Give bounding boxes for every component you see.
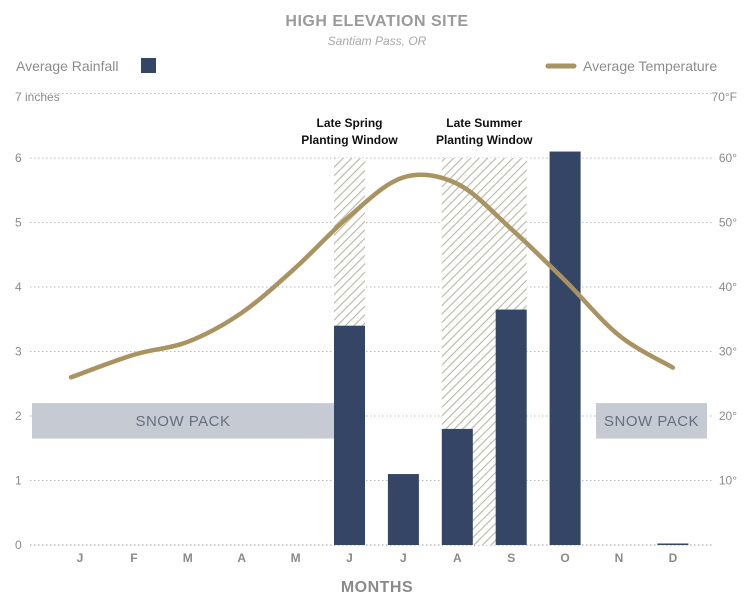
y-tick-label-left: 1 (15, 474, 22, 488)
temperature-line (68, 172, 676, 380)
y-axis-left-top-label: 7 inches (15, 90, 60, 104)
snow-pack-label: SNOW PACK (604, 413, 699, 430)
legend-rainfall-label: Average Rainfall (16, 58, 118, 74)
x-tick-label: M (291, 551, 301, 565)
x-tick-label: O (560, 551, 569, 565)
rainfall-bars (334, 151, 689, 546)
planting-window-label: Planting Window (301, 133, 398, 147)
chart-subtitle: Santiam Pass, OR (328, 34, 427, 48)
y-tick-label-right: 60° (719, 151, 737, 165)
x-tick-label: S (507, 551, 515, 565)
rainfall-bar (495, 309, 527, 545)
y-tick-label-right: 40° (719, 280, 737, 294)
y-tick-label-left: 6 (15, 151, 22, 165)
y-tick-label-left: 0 (15, 538, 22, 552)
y-axis-left: 0 1 2 3 4 5 6 (15, 151, 22, 552)
y-tick-label-left: 4 (15, 280, 22, 294)
x-axis-title: MONTHS (341, 579, 413, 596)
legend-temperature-label: Average Temperature (583, 58, 717, 74)
planting-window-label: Planting Window (436, 133, 533, 147)
gridlines (30, 93, 712, 546)
x-tick-label: A (453, 551, 462, 565)
snow-pack-bands: SNOW PACK SNOW PACK (32, 403, 707, 439)
x-tick-label: F (130, 551, 137, 565)
x-tick-label: J (346, 551, 353, 565)
temperature-line-group (68, 172, 676, 380)
planting-window-label: Late Summer (446, 116, 522, 130)
x-tick-label: N (615, 551, 624, 565)
y-tick-label-left: 2 (15, 409, 22, 423)
x-tick-label: D (669, 551, 678, 565)
y-tick-label-left: 5 (15, 216, 22, 230)
snow-pack-band (32, 403, 334, 439)
y-tick-label-right: 10° (719, 474, 737, 488)
x-tick-label: M (183, 551, 193, 565)
y-tick-label-right: 50° (719, 216, 737, 230)
x-tick-label: J (77, 551, 84, 565)
y-axis-right: 10° 20° 30° 40° 50° 60° (719, 151, 737, 488)
rainfall-bar (657, 543, 689, 545)
rainfall-bar (441, 428, 473, 545)
x-tick-label: J (400, 551, 407, 565)
rainfall-bar (334, 325, 365, 545)
planting-window-label: Late Spring (316, 116, 382, 130)
rainfall-bar (387, 474, 419, 545)
rainfall-bar (549, 151, 581, 546)
y-tick-label-right: 20° (719, 409, 737, 423)
legend-rainfall-swatch (141, 58, 156, 73)
chart-title: HIGH ELEVATION SITE (285, 13, 468, 30)
y-tick-label-right: 30° (719, 345, 737, 359)
y-axis-right-top-label: 70°F (712, 90, 737, 104)
x-tick-label: A (237, 551, 246, 565)
snow-pack-label: SNOW PACK (135, 413, 230, 430)
y-tick-label-left: 3 (15, 345, 22, 359)
snow-pack-band (596, 403, 707, 439)
